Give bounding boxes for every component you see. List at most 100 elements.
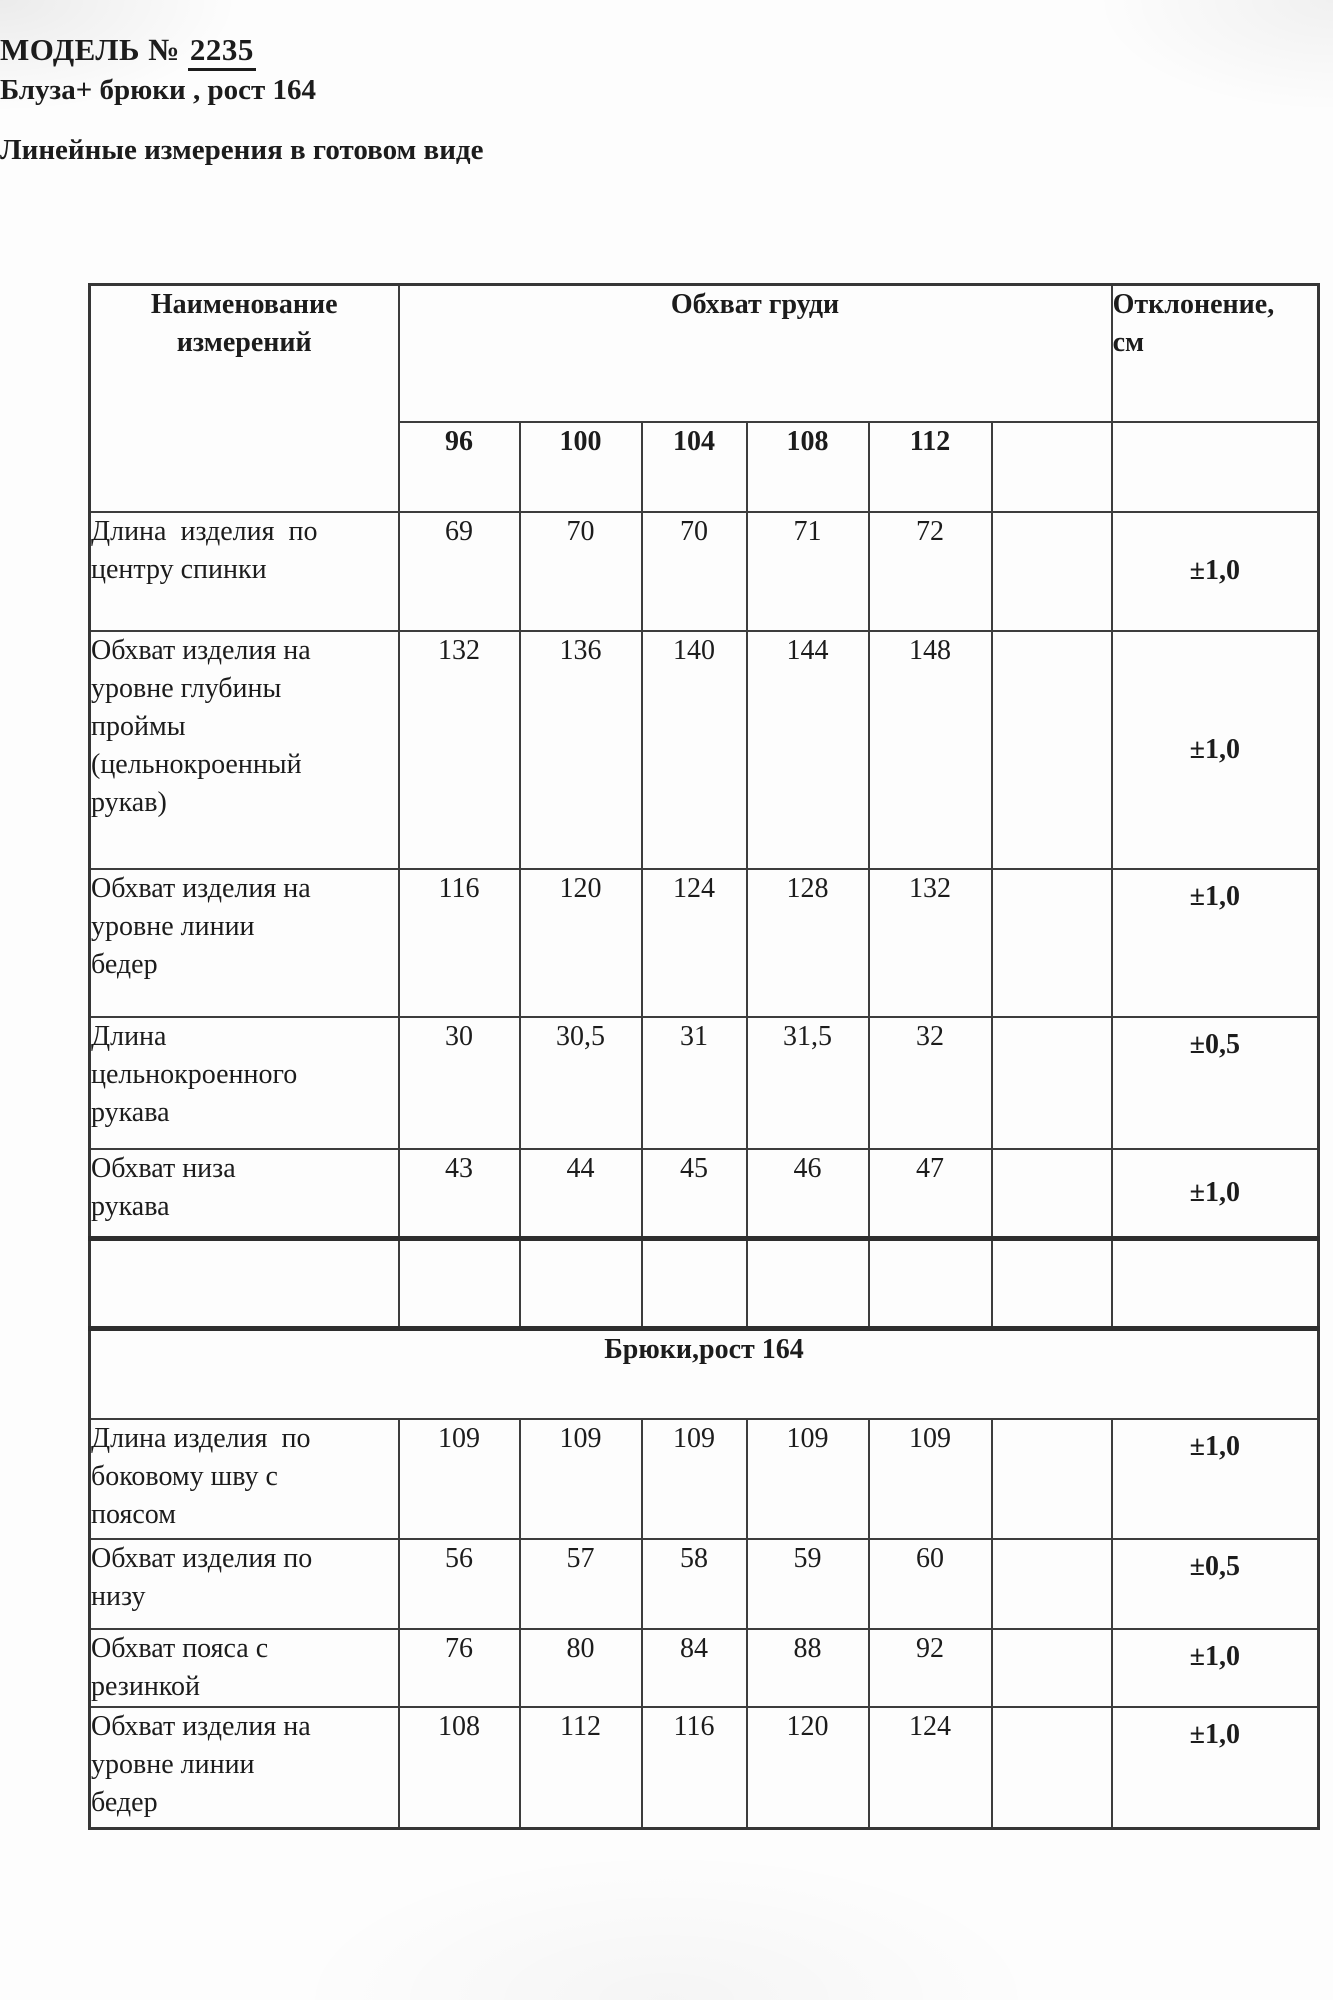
row-label: Обхват изделия на уровне линии бедер bbox=[88, 1705, 400, 1830]
row-label: Длина изделия по боковому шву с поясом bbox=[88, 1417, 400, 1540]
empty-cell bbox=[745, 1236, 870, 1331]
measurement-value: 109 bbox=[640, 1417, 748, 1540]
deviation-value: ±0,5 bbox=[1110, 1015, 1320, 1150]
measurement-value: 132 bbox=[867, 867, 993, 1018]
measurement-value: 148 bbox=[867, 629, 993, 870]
measurement-value: 60 bbox=[867, 1537, 993, 1630]
measurement-value: 132 bbox=[397, 629, 521, 870]
empty-cell bbox=[990, 867, 1113, 1018]
table-row: Длина изделия по боковому шву с поясом 1… bbox=[88, 1417, 1320, 1540]
measurement-value: 70 bbox=[518, 510, 643, 632]
measurements-table: Наименование измерений Обхват груди Откл… bbox=[88, 283, 1321, 1830]
row-label: Обхват изделия на уровне глубины проймы … bbox=[88, 629, 400, 870]
page-title-number: 2235 bbox=[187, 32, 256, 71]
measurement-value: 71 bbox=[745, 510, 870, 632]
empty-cell bbox=[990, 1417, 1113, 1540]
table-row: Длина изделия по центру спинки 69 70 70 … bbox=[88, 510, 1320, 632]
empty-cell bbox=[88, 1236, 400, 1331]
deviation-value: ±1,0 bbox=[1110, 1417, 1320, 1540]
measurement-value: 30,5 bbox=[518, 1015, 643, 1150]
page-title: МОДЕЛЬ № 2235 bbox=[0, 32, 1333, 71]
empty-cell bbox=[990, 420, 1113, 513]
empty-cell bbox=[867, 1236, 993, 1331]
measurement-value: 56 bbox=[397, 1537, 521, 1630]
measurement-value: 116 bbox=[640, 1705, 748, 1830]
measurement-value: 136 bbox=[518, 629, 643, 870]
empty-cell bbox=[990, 1147, 1113, 1240]
deviation-value: ±1,0 bbox=[1110, 510, 1320, 632]
measurement-value: 58 bbox=[640, 1537, 748, 1630]
measurement-value: 47 bbox=[867, 1147, 993, 1240]
measurement-value: 144 bbox=[745, 629, 870, 870]
measurement-value: 72 bbox=[867, 510, 993, 632]
row-label: Обхват изделия по низу bbox=[88, 1537, 400, 1630]
empty-cell bbox=[990, 510, 1113, 632]
empty-cell bbox=[990, 629, 1113, 870]
measurement-value: 108 bbox=[397, 1705, 521, 1830]
size-column-header-108: 108 bbox=[745, 420, 870, 513]
measurement-value: 120 bbox=[745, 1705, 870, 1830]
page-title-prefix: МОДЕЛЬ № bbox=[0, 32, 180, 67]
measurement-value: 84 bbox=[640, 1627, 748, 1708]
table-row: Обхват изделия по низу 56 57 58 59 60 ±0… bbox=[88, 1537, 1320, 1630]
measurement-value: 109 bbox=[518, 1417, 643, 1540]
measurement-value: 92 bbox=[867, 1627, 993, 1708]
measurement-value: 43 bbox=[397, 1147, 521, 1240]
measurement-value: 44 bbox=[518, 1147, 643, 1240]
measurement-value: 140 bbox=[640, 629, 748, 870]
empty-cell bbox=[990, 1236, 1113, 1331]
deviation-value: ±1,0 bbox=[1110, 1627, 1320, 1708]
row-label: Обхват низа рукава bbox=[88, 1147, 400, 1240]
table-row: Длина цельнокроенного рукава 30 30,5 31 … bbox=[88, 1015, 1320, 1150]
deviation-value: ±0,5 bbox=[1110, 1537, 1320, 1630]
table-row: Обхват изделия на уровне линии бедер 116… bbox=[88, 867, 1320, 1018]
measurement-value: 109 bbox=[745, 1417, 870, 1540]
empty-cell bbox=[990, 1627, 1113, 1708]
measurement-value: 31 bbox=[640, 1015, 748, 1150]
size-column-header-96: 96 bbox=[397, 420, 521, 513]
row-label: Длина изделия по центру спинки bbox=[88, 510, 400, 632]
empty-cell bbox=[640, 1236, 748, 1331]
measurement-value: 109 bbox=[397, 1417, 521, 1540]
measurement-value: 124 bbox=[640, 867, 748, 1018]
name-column-header: Наименование измерений bbox=[88, 283, 400, 513]
deviation-value: ±1,0 bbox=[1110, 1705, 1320, 1830]
measurement-value: 70 bbox=[640, 510, 748, 632]
measurement-value: 128 bbox=[745, 867, 870, 1018]
chest-girth-header: Обхват груди bbox=[397, 283, 1113, 423]
measurement-value: 124 bbox=[867, 1705, 993, 1830]
row-label: Обхват изделия на уровне линии бедер bbox=[88, 867, 400, 1018]
measurement-value: 57 bbox=[518, 1537, 643, 1630]
table-row: Обхват изделия на уровне глубины проймы … bbox=[88, 629, 1320, 870]
size-column-header-112: 112 bbox=[867, 420, 993, 513]
measurement-value: 31,5 bbox=[745, 1015, 870, 1150]
row-label: Обхват пояса с резинкой bbox=[88, 1627, 400, 1708]
empty-cell bbox=[990, 1705, 1113, 1830]
deviation-value: ±1,0 bbox=[1110, 1147, 1320, 1240]
measurement-value: 30 bbox=[397, 1015, 521, 1150]
measurement-value: 46 bbox=[745, 1147, 870, 1240]
empty-cell bbox=[990, 1015, 1113, 1150]
measurement-value: 116 bbox=[397, 867, 521, 1018]
measurement-value: 32 bbox=[867, 1015, 993, 1150]
empty-cell bbox=[1110, 420, 1320, 513]
table-row: Обхват низа рукава 43 44 45 46 47 ±1,0 bbox=[88, 1147, 1320, 1240]
measurement-value: 120 bbox=[518, 867, 643, 1018]
measurement-value: 59 bbox=[745, 1537, 870, 1630]
measurement-value: 45 bbox=[640, 1147, 748, 1240]
size-column-header-104: 104 bbox=[640, 420, 748, 513]
measurement-value: 76 bbox=[397, 1627, 521, 1708]
row-label: Длина цельнокроенного рукава bbox=[88, 1015, 400, 1150]
page-subtitle: Блуза+ брюки , рост 164 bbox=[0, 74, 316, 106]
deviation-value: ±1,0 bbox=[1110, 867, 1320, 1018]
measurement-value: 69 bbox=[397, 510, 521, 632]
empty-cell bbox=[1110, 1236, 1320, 1331]
trousers-section-header: Брюки,рост 164 bbox=[88, 1327, 1320, 1420]
measurement-value: 88 bbox=[745, 1627, 870, 1708]
measurement-value: 80 bbox=[518, 1627, 643, 1708]
empty-row bbox=[88, 1236, 1320, 1331]
deviation-column-header: Отклонение, см bbox=[1110, 283, 1320, 423]
size-column-header-100: 100 bbox=[518, 420, 643, 513]
table-row: Обхват изделия на уровне линии бедер 108… bbox=[88, 1705, 1320, 1830]
